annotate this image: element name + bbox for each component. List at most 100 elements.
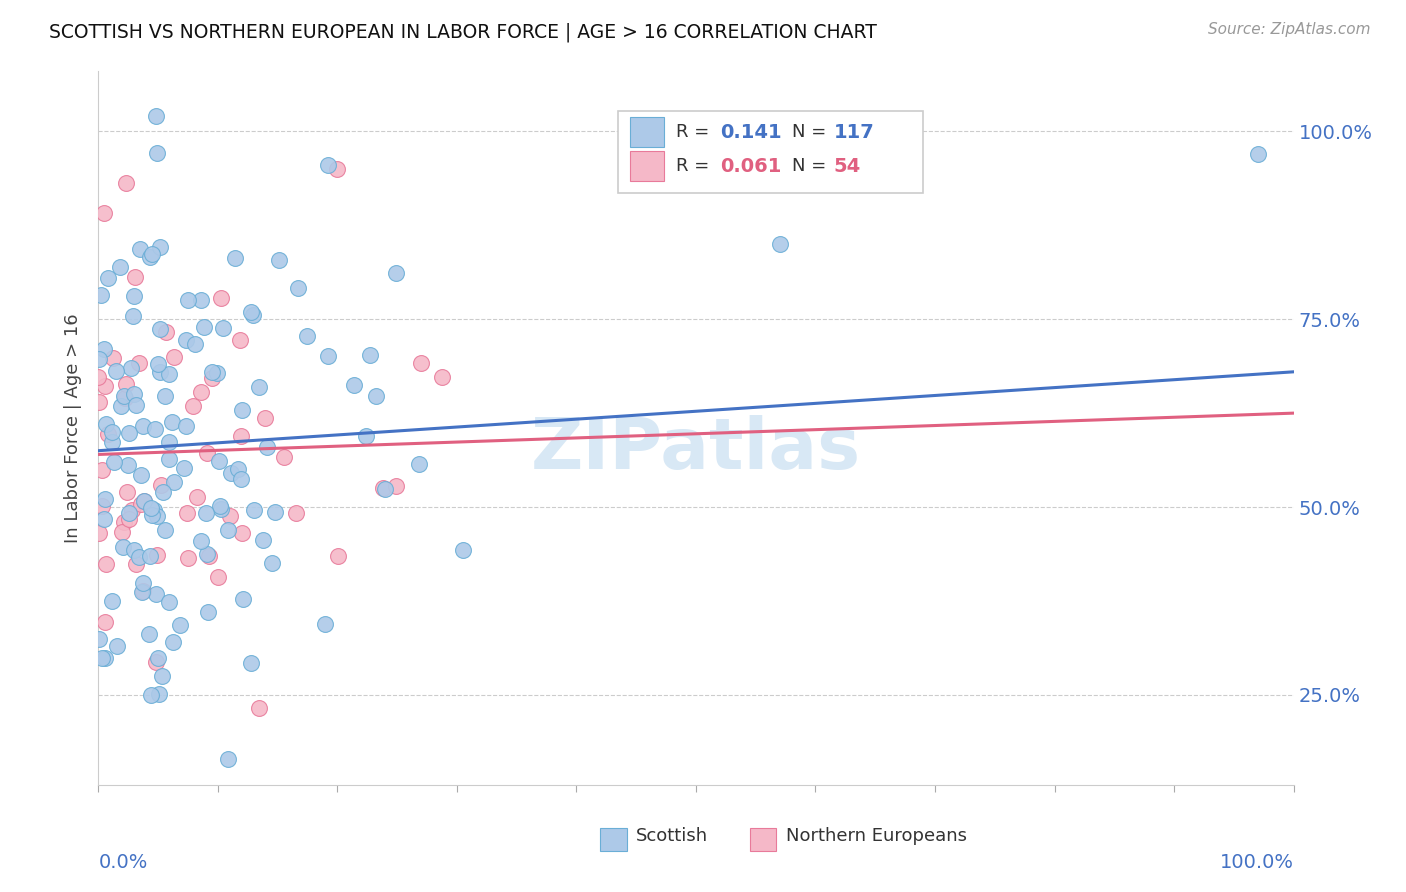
Point (146, 357, 169, 371)
Point (385, 266, 408, 280)
Point (183, 399, 205, 413)
Point (118, 426, 141, 441)
Point (219, 466, 242, 480)
Point (205, 367, 228, 381)
Point (157, 452, 180, 467)
Point (163, 351, 186, 365)
Point (209, 502, 232, 516)
Point (162, 635, 184, 649)
FancyBboxPatch shape (619, 111, 922, 193)
Point (453, 543, 475, 558)
Point (94, 615, 117, 630)
Point (103, 455, 125, 469)
Point (253, 411, 276, 425)
Point (107, 639, 129, 653)
Point (247, 700, 270, 714)
Point (87, 351, 110, 366)
Point (201, 365, 224, 379)
Point (263, 505, 285, 519)
Point (90, 499, 112, 513)
Text: 0.141: 0.141 (720, 122, 782, 142)
Text: 117: 117 (834, 122, 875, 142)
Point (118, 506, 141, 520)
Point (122, 289, 145, 303)
Point (195, 446, 218, 460)
Text: 54: 54 (834, 157, 860, 176)
Point (138, 626, 160, 640)
Point (162, 415, 184, 429)
Point (146, 548, 169, 562)
Text: R =: R = (676, 123, 714, 141)
Point (152, 485, 174, 500)
Point (197, 605, 219, 619)
Point (155, 325, 177, 339)
Point (90, 463, 112, 477)
Point (145, 587, 167, 601)
Point (198, 549, 221, 564)
Point (228, 462, 250, 476)
Point (176, 506, 198, 520)
Point (408, 457, 430, 471)
Point (231, 403, 253, 417)
Point (122, 387, 145, 401)
Point (217, 523, 239, 537)
Point (90, 287, 112, 301)
Point (141, 247, 163, 261)
Point (145, 110, 167, 124)
Point (94, 651, 117, 665)
Y-axis label: In Labor Force | Age > 16: In Labor Force | Age > 16 (65, 313, 83, 543)
Point (224, 251, 246, 265)
Point (104, 364, 127, 378)
Text: Scottish: Scottish (636, 828, 709, 846)
Point (217, 752, 239, 766)
Point (124, 270, 146, 285)
Point (207, 570, 229, 584)
Point (150, 669, 173, 683)
Point (385, 479, 408, 493)
Point (343, 378, 366, 392)
Text: R =: R = (676, 157, 714, 175)
Point (287, 281, 309, 295)
Point (173, 461, 195, 475)
Point (131, 576, 153, 591)
Point (316, 158, 339, 172)
Point (141, 508, 163, 522)
Point (87, 632, 110, 646)
Point (239, 305, 262, 319)
Text: 0.061: 0.061 (720, 157, 782, 176)
Point (121, 309, 143, 323)
Point (1247, 147, 1270, 161)
Point (262, 556, 284, 570)
Point (243, 503, 266, 517)
Point (138, 251, 160, 265)
Point (97, 271, 120, 285)
Point (125, 399, 148, 413)
Point (115, 377, 138, 392)
Point (359, 348, 381, 362)
Point (134, 494, 156, 508)
Text: SCOTTISH VS NORTHERN EUROPEAN IN LABOR FORCE | AGE > 16 CORRELATION CHART: SCOTTISH VS NORTHERN EUROPEAN IN LABOR F… (49, 22, 877, 42)
Point (174, 333, 197, 347)
Point (190, 293, 212, 307)
Point (132, 584, 155, 599)
Point (132, 494, 155, 508)
Point (354, 429, 377, 443)
Point (146, 146, 169, 161)
Point (183, 336, 205, 351)
Point (157, 368, 180, 382)
Point (94, 379, 117, 393)
Point (112, 515, 135, 529)
Point (125, 557, 148, 571)
Point (364, 389, 387, 403)
Point (139, 500, 162, 515)
Point (143, 422, 166, 436)
Point (256, 440, 278, 454)
Point (93, 206, 115, 220)
Point (142, 503, 165, 517)
Point (231, 429, 253, 443)
Point (111, 525, 134, 540)
Point (768, 237, 790, 252)
Point (149, 240, 172, 254)
Point (267, 253, 290, 268)
Point (94, 558, 117, 572)
